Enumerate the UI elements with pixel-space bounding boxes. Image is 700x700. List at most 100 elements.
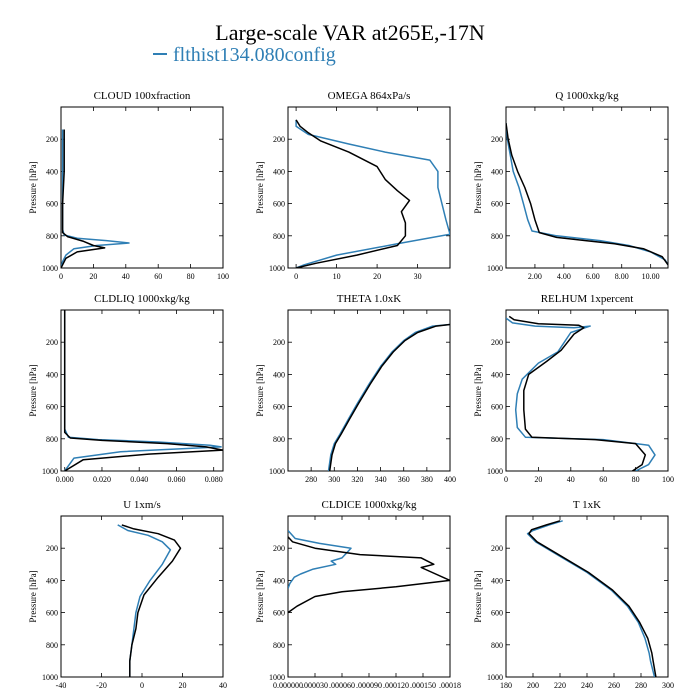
- series-line-black: [295, 119, 411, 268]
- x-tick-label: 80: [187, 272, 195, 281]
- y-axis-label: Pressure [hPa]: [255, 570, 265, 622]
- x-tick-label: 10.00: [642, 272, 660, 281]
- y-tick-label: 200: [273, 544, 285, 553]
- x-tick-label: 280: [305, 475, 317, 484]
- x-tick-label: 60: [599, 475, 607, 484]
- x-tick-label: 260: [608, 681, 620, 690]
- x-tick-label: 20: [534, 475, 542, 484]
- series-line-blue: [117, 524, 172, 677]
- series-line-black: [288, 536, 450, 614]
- x-tick-label: 6.00: [586, 272, 600, 281]
- y-tick-label: 200: [46, 338, 58, 347]
- y-tick-label: 600: [46, 403, 58, 412]
- x-tick-label: 0: [140, 681, 144, 690]
- y-tick-label: 1000: [42, 467, 58, 476]
- y-tick-label: 1000: [487, 264, 503, 273]
- x-tick-label: 300: [662, 681, 674, 690]
- panel-title: CLOUD 100xfraction: [94, 90, 191, 102]
- x-tick-label: 10: [333, 272, 341, 281]
- y-tick-label: 400: [273, 576, 285, 585]
- legend-label: flthist134.080config: [173, 44, 336, 66]
- x-tick-label: .000030: [302, 681, 328, 690]
- x-tick-label: 40: [219, 681, 227, 690]
- x-tick-label: 0: [294, 272, 298, 281]
- y-tick-label: 200: [491, 135, 503, 144]
- y-tick-label: 400: [491, 370, 503, 379]
- series-line-black: [328, 323, 450, 471]
- x-tick-label: 40: [122, 272, 130, 281]
- x-tick-label: .000060: [329, 681, 355, 690]
- y-axis-label: Pressure [hPa]: [28, 364, 38, 416]
- y-tick-label: 800: [46, 232, 58, 241]
- x-tick-label: 320: [351, 475, 363, 484]
- x-tick-label: 400: [444, 475, 456, 484]
- plot-frame: [505, 106, 669, 269]
- x-tick-label: 0: [504, 475, 508, 484]
- x-tick-label: 200: [527, 681, 539, 690]
- x-tick-label: 8.00: [615, 272, 629, 281]
- x-tick-label: .000150: [410, 681, 436, 690]
- y-tick-label: 1000: [487, 673, 503, 682]
- series-line-blue: [526, 520, 656, 677]
- panel-title: CLDLIQ 1000xkg/kg: [94, 293, 190, 305]
- x-tick-label: .000090: [356, 681, 382, 690]
- series-line-black: [63, 310, 223, 471]
- chart-title: Large-scale VAR at265E,-17N: [215, 20, 485, 45]
- series-line-blue: [63, 310, 222, 471]
- panel-4: THETA 1.0xK Pressure [hPa] 200 400 600 800 100…: [255, 293, 456, 484]
- plot-frame: [60, 309, 224, 472]
- y-tick-label: 800: [491, 641, 503, 650]
- legend-entry: flthist134.080config: [153, 44, 336, 67]
- panel-title: OMEGA 864xPa/s: [328, 90, 411, 102]
- x-tick-label: .000120: [383, 681, 409, 690]
- y-tick-label: 800: [46, 641, 58, 650]
- y-tick-label: 800: [273, 641, 285, 650]
- series-line-blue: [327, 323, 450, 471]
- y-tick-label: 200: [273, 338, 285, 347]
- y-tick-label: 800: [491, 435, 503, 444]
- y-tick-label: 600: [273, 609, 285, 618]
- x-tick-label: 40: [567, 475, 575, 484]
- panel-2: Q 1000xkg/kg Pressure [hPa] 200 400 600 800 10…: [473, 90, 669, 281]
- x-tick-label: 0.060: [167, 475, 185, 484]
- x-tick-label: 180: [500, 681, 512, 690]
- panel-title: CLDICE 1000xkg/kg: [321, 499, 417, 511]
- x-tick-label: -20: [96, 681, 107, 690]
- x-tick-label: 20: [179, 681, 187, 690]
- series-line-black: [121, 524, 182, 677]
- y-tick-label: 1000: [487, 467, 503, 476]
- x-tick-label: 4.00: [557, 272, 571, 281]
- y-tick-label: 400: [46, 370, 58, 379]
- y-tick-label: 600: [46, 609, 58, 618]
- x-tick-label: -40: [56, 681, 67, 690]
- x-tick-label: 60: [154, 272, 162, 281]
- series-line-black: [528, 520, 657, 677]
- y-tick-label: 200: [491, 338, 503, 347]
- plot-frame: [287, 515, 451, 678]
- y-tick-label: 800: [273, 435, 285, 444]
- y-tick-label: 400: [273, 370, 285, 379]
- y-axis-label: Pressure [hPa]: [28, 570, 38, 622]
- panel-title: Q 1000xkg/kg: [555, 90, 619, 102]
- y-tick-label: 400: [491, 576, 503, 585]
- y-tick-label: 600: [46, 200, 58, 209]
- y-tick-label: 200: [46, 544, 58, 553]
- y-axis-label: Pressure [hPa]: [255, 364, 265, 416]
- panel-title: THETA 1.0xK: [337, 293, 402, 305]
- panel-title: RELHUM 1xpercent: [541, 293, 634, 305]
- y-tick-label: 600: [491, 200, 503, 209]
- y-axis-label: Pressure [hPa]: [473, 364, 483, 416]
- x-tick-label: 20: [89, 272, 97, 281]
- x-tick-label: 30: [414, 272, 422, 281]
- y-tick-label: 400: [491, 167, 503, 176]
- x-tick-label: 0.080: [205, 475, 223, 484]
- plot-frame: [505, 309, 669, 472]
- y-tick-label: 400: [273, 167, 285, 176]
- series-line-black: [61, 129, 106, 268]
